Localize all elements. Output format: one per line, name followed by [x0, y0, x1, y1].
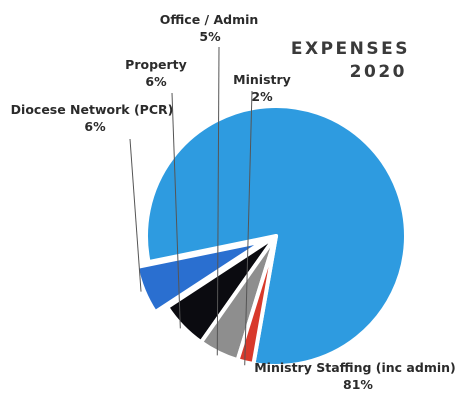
pie-slice-diocese-network-pcr: [134, 238, 266, 315]
label-leader-lines: [129, 46, 253, 366]
leader-line: [216, 46, 220, 356]
slice-value-diocese-network: 6%: [84, 119, 106, 134]
leader-line: [129, 138, 142, 292]
slice-label-office-admin: Office / Admin: [160, 12, 259, 27]
pie-slices: [134, 104, 408, 368]
chart-title-line-2: 2020: [350, 62, 407, 82]
slice-label-ministry-staffing: Ministry Staffing (inc admin): [254, 360, 456, 375]
slice-label-ministry: Ministry: [233, 72, 291, 87]
slice-value-ministry-staffing: 81%: [343, 377, 373, 392]
slice-value-ministry: 2%: [251, 89, 273, 104]
leader-line: [171, 92, 181, 329]
slice-label-property: Property: [125, 57, 187, 72]
slice-value-office-admin: 5%: [199, 29, 221, 44]
leader-line: [244, 90, 253, 366]
slice-value-property: 6%: [145, 74, 167, 89]
pie-slice-ministry: [235, 234, 278, 367]
chart-title-line-1: EXPENSES: [291, 39, 410, 59]
slice-label-diocese-network: Diocese Network (PCR): [11, 102, 174, 117]
